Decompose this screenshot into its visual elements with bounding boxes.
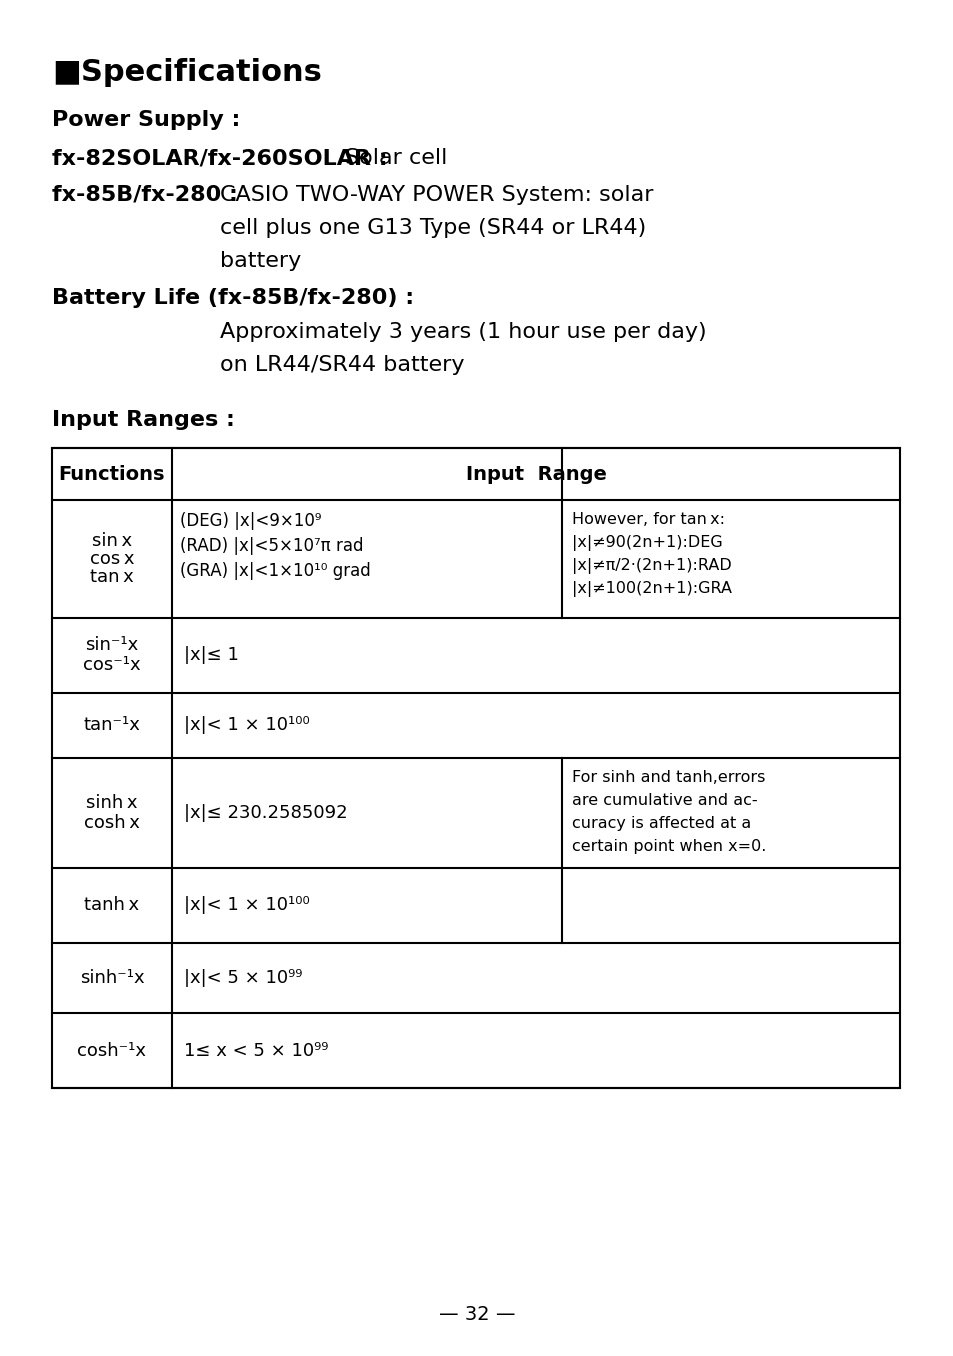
Text: sinh x: sinh x — [86, 795, 137, 812]
Text: cosh x: cosh x — [84, 814, 140, 833]
Text: |x|< 5 × 10⁹⁹: |x|< 5 × 10⁹⁹ — [184, 970, 302, 987]
Text: Functions: Functions — [59, 465, 165, 484]
Text: CASIO TWO-WAY POWER System: solar: CASIO TWO-WAY POWER System: solar — [220, 184, 653, 205]
Bar — [52, 447, 899, 1088]
Text: (GRA) |x|<1×10¹⁰ grad: (GRA) |x|<1×10¹⁰ grad — [180, 561, 371, 580]
Text: cell plus one G13 Type (SR44 or LR44): cell plus one G13 Type (SR44 or LR44) — [220, 218, 645, 239]
Text: Solar cell: Solar cell — [345, 148, 447, 168]
Text: battery: battery — [220, 251, 301, 271]
Text: Battery Life (fx-85B/fx-280) :: Battery Life (fx-85B/fx-280) : — [52, 287, 414, 308]
Text: sin x: sin x — [91, 532, 132, 551]
Text: 1≤ x < 5 × 10⁹⁹: 1≤ x < 5 × 10⁹⁹ — [184, 1041, 328, 1059]
Text: tan x: tan x — [90, 568, 133, 586]
Text: Input Ranges :: Input Ranges : — [52, 410, 234, 430]
Text: |x|< 1 × 10¹⁰⁰: |x|< 1 × 10¹⁰⁰ — [184, 716, 310, 735]
Text: Approximately 3 years (1 hour use per day): Approximately 3 years (1 hour use per da… — [220, 321, 706, 342]
Text: cos⁻¹x: cos⁻¹x — [83, 656, 141, 674]
Text: |x|≠90(2n+1):DEG: |x|≠90(2n+1):DEG — [572, 536, 722, 551]
Text: cosh⁻¹x: cosh⁻¹x — [77, 1041, 147, 1059]
Text: Input  Range: Input Range — [465, 465, 606, 484]
Text: |x|≤ 1: |x|≤ 1 — [184, 647, 238, 664]
Text: — 32 —: — 32 — — [438, 1306, 515, 1325]
Text: are cumulative and ac-: are cumulative and ac- — [572, 793, 757, 808]
Text: certain point when x=0.: certain point when x=0. — [572, 839, 765, 854]
Text: ■Specifications: ■Specifications — [52, 58, 321, 87]
Text: |x|< 1 × 10¹⁰⁰: |x|< 1 × 10¹⁰⁰ — [184, 896, 310, 914]
Text: fx-82SOLAR/fx-260SOLAR :: fx-82SOLAR/fx-260SOLAR : — [52, 148, 387, 168]
Text: Power Supply :: Power Supply : — [52, 110, 240, 130]
Text: However, for tan x:: However, for tan x: — [572, 513, 724, 527]
Text: |x|≠π/2·(2n+1):RAD: |x|≠π/2·(2n+1):RAD — [572, 559, 731, 574]
Text: sinh⁻¹x: sinh⁻¹x — [80, 970, 144, 987]
Text: curacy is affected at a: curacy is affected at a — [572, 816, 750, 831]
Text: (RAD) |x|<5×10⁷π rad: (RAD) |x|<5×10⁷π rad — [180, 537, 363, 555]
Text: |x|≤ 230.2585092: |x|≤ 230.2585092 — [184, 804, 347, 822]
Text: on LR44/SR44 battery: on LR44/SR44 battery — [220, 355, 464, 376]
Text: tan⁻¹x: tan⁻¹x — [84, 716, 140, 735]
Text: fx-85B/fx-280 :: fx-85B/fx-280 : — [52, 184, 237, 205]
Text: cos x: cos x — [90, 551, 134, 568]
Text: |x|≠100(2n+1):GRA: |x|≠100(2n+1):GRA — [572, 580, 731, 597]
Text: For sinh and tanh,errors: For sinh and tanh,errors — [572, 770, 764, 785]
Text: sin⁻¹x: sin⁻¹x — [85, 636, 138, 655]
Text: (DEG) |x|<9×10⁹: (DEG) |x|<9×10⁹ — [180, 513, 321, 530]
Text: tanh x: tanh x — [85, 896, 139, 914]
